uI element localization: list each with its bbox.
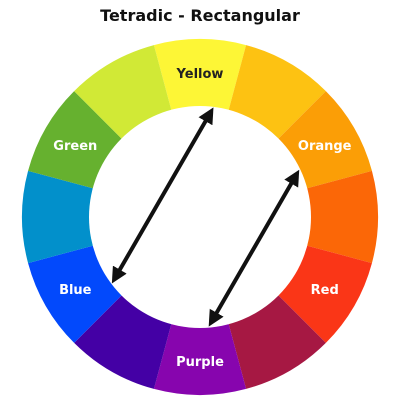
- wheel-segment-yellow: [153, 39, 247, 111]
- label-orange: Orange: [298, 139, 352, 154]
- label-blue: Blue: [59, 283, 92, 298]
- diagram-title: Tetradic - Rectangular: [100, 6, 300, 25]
- label-red: Red: [311, 283, 339, 298]
- wheel-segment-3: [306, 170, 378, 264]
- orange-purple-arrow: [208, 169, 300, 327]
- wheel-center: [89, 106, 311, 328]
- wheel-segment-red: [277, 245, 372, 343]
- label-purple: Purple: [176, 355, 224, 370]
- wheel-segment-7: [74, 294, 172, 389]
- wheel-segment-purple: [153, 323, 247, 395]
- wheel-segments: [22, 39, 378, 395]
- wheel-segment-1: [228, 45, 326, 140]
- complement-arrows: [111, 107, 300, 327]
- yellow-blue-arrow: [111, 107, 214, 284]
- wheel-labels: Yellow Orange Red Purple Blue Green: [53, 67, 351, 370]
- wheel-segment-orange: [277, 91, 372, 189]
- wheel-segment-green: [28, 91, 123, 189]
- label-yellow: Yellow: [176, 67, 224, 82]
- label-green: Green: [53, 139, 97, 154]
- wheel-segment-blue: [28, 245, 123, 343]
- wheel-segment-9: [22, 170, 94, 264]
